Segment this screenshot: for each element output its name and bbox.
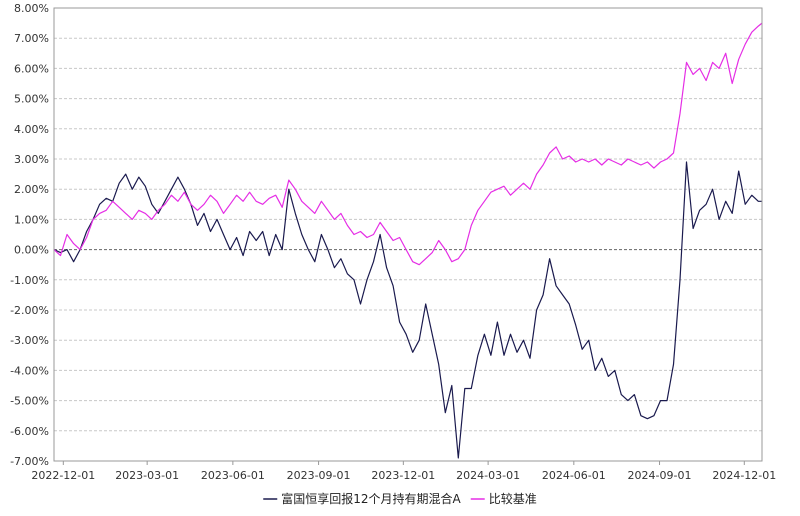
x-tick-label: 2023-09-01 xyxy=(287,469,351,482)
x-tick-label: 2024-06-01 xyxy=(542,469,606,482)
series-line-benchmark xyxy=(53,22,763,266)
y-tick-label: -5.00% xyxy=(10,395,49,408)
x-tick-label: 2023-06-01 xyxy=(201,469,265,482)
x-tick-label: 2024-09-01 xyxy=(628,469,692,482)
y-tick-label: 0.00% xyxy=(14,244,49,257)
y-tick-label: 4.00% xyxy=(14,123,49,136)
y-tick-label: 2.00% xyxy=(14,183,49,196)
y-tick-label: 3.00% xyxy=(14,153,49,166)
y-tick-label: -2.00% xyxy=(10,304,49,317)
y-tick-label: -7.00% xyxy=(10,455,49,468)
y-tick-label: -4.00% xyxy=(10,364,49,377)
series-lines xyxy=(53,22,763,459)
legend-label-fund: 富国恒享回报12个月持有期混合A xyxy=(281,491,461,506)
grid-lines xyxy=(54,7,762,462)
x-tick-label: 2024-03-01 xyxy=(456,469,520,482)
x-tick-label: 2023-03-01 xyxy=(115,469,179,482)
legend: 富国恒享回报12个月持有期混合A 比较基准 xyxy=(263,491,537,506)
y-tick-label: 7.00% xyxy=(14,32,49,45)
y-tick-label: 1.00% xyxy=(14,213,49,226)
y-tick-label: 8.00% xyxy=(14,2,49,15)
series-line-fund xyxy=(53,161,762,459)
legend-label-benchmark: 比较基准 xyxy=(489,491,537,506)
x-axis: 2022-12-01 2023-03-01 2023-06-01 2023-09-01… xyxy=(31,461,776,482)
plot-frame xyxy=(53,7,763,462)
y-axis: -7.00% -6.00% -5.00% -4.00% -3.00% -2.00% -1.0… xyxy=(10,2,49,468)
y-tick-label: -6.00% xyxy=(10,425,49,438)
y-tick-label: 6.00% xyxy=(14,62,49,75)
y-tick-label: -1.00% xyxy=(10,274,49,287)
x-tick-label: 2022-12-01 xyxy=(31,469,95,482)
y-tick-label: 5.00% xyxy=(14,93,49,106)
x-tick-label: 2023-12-01 xyxy=(371,469,435,482)
y-tick-label: -3.00% xyxy=(10,334,49,347)
x-tick-label: 2024-12-01 xyxy=(712,469,776,482)
